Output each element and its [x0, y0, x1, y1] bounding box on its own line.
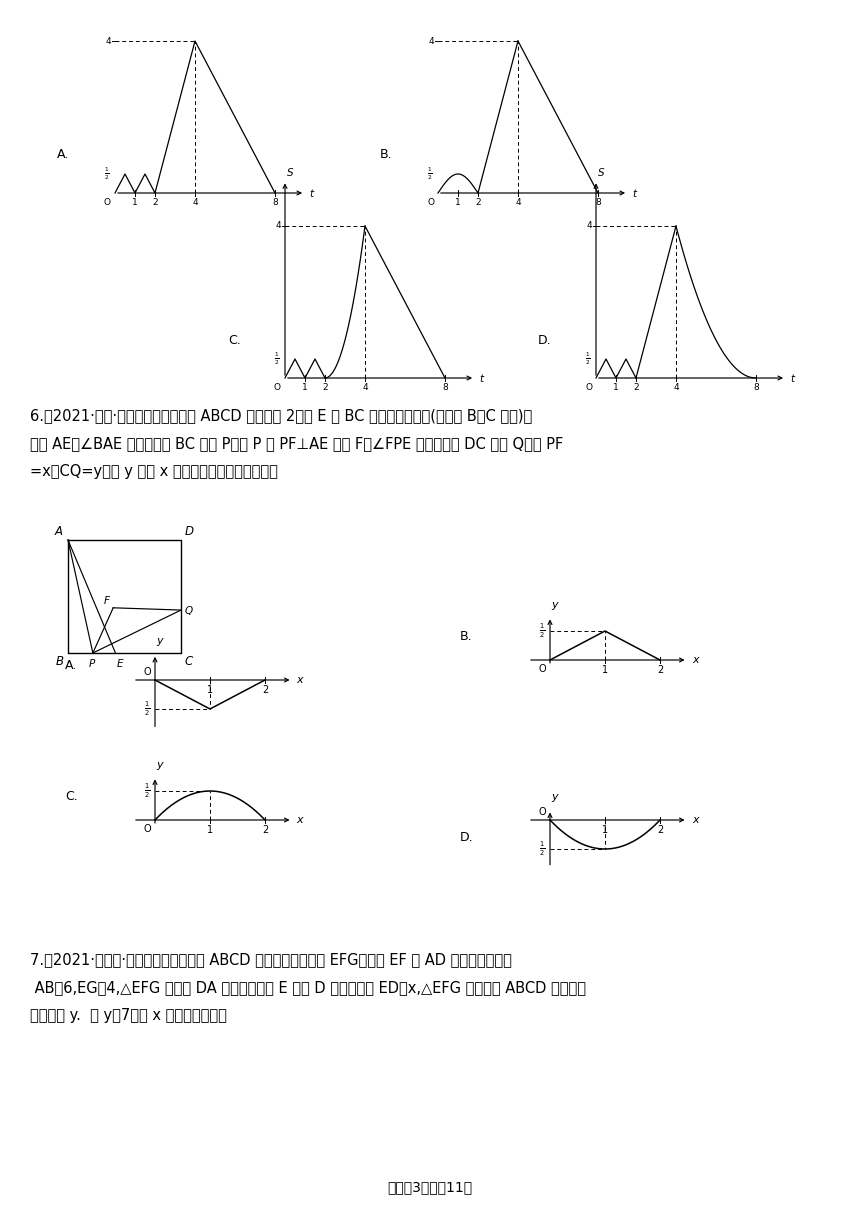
Text: $B$: $B$ — [55, 655, 64, 668]
Text: $P$: $P$ — [88, 657, 96, 669]
Text: $\frac{1}{2}$: $\frac{1}{2}$ — [274, 350, 280, 367]
Text: C.: C. — [228, 333, 241, 347]
Text: $t$: $t$ — [309, 187, 316, 199]
Text: $x$: $x$ — [297, 815, 305, 824]
Text: 2: 2 — [152, 198, 158, 207]
Text: $Q$: $Q$ — [184, 603, 194, 617]
Text: $\frac{1}{2}$: $\frac{1}{2}$ — [144, 700, 150, 719]
Text: O: O — [104, 198, 111, 207]
Text: $y$: $y$ — [156, 636, 165, 648]
Text: 2: 2 — [633, 383, 639, 392]
Text: 的面积为 y.  若 y＝7，则 x 的值为（　　）: 的面积为 y. 若 y＝7，则 x 的值为（ ） — [30, 1008, 227, 1023]
Text: O: O — [427, 198, 434, 207]
Text: $x$: $x$ — [297, 675, 305, 685]
Text: $S$: $S$ — [597, 167, 605, 179]
Text: 1: 1 — [455, 198, 461, 207]
Text: 4: 4 — [673, 383, 679, 392]
Text: $x$: $x$ — [691, 655, 700, 665]
Text: 1: 1 — [132, 198, 138, 207]
Text: 2: 2 — [657, 665, 663, 675]
Text: O: O — [538, 807, 546, 817]
Text: AB＝6,EG＝4,△EFG 沿射线 DA 方向运动（点 E 从点 D 出发），设 ED＝x,△EFG 与正方形 ABCD 重叠部分: AB＝6,EG＝4,△EFG 沿射线 DA 方向运动（点 E 从点 D 出发），… — [30, 980, 586, 995]
Text: $\frac{1}{2}$: $\frac{1}{2}$ — [586, 350, 591, 367]
Text: 1: 1 — [602, 824, 608, 835]
Text: D.: D. — [538, 333, 551, 347]
Text: $A$: $A$ — [54, 525, 64, 537]
Text: 4: 4 — [106, 36, 111, 45]
Text: 4: 4 — [587, 221, 592, 231]
Text: 4: 4 — [515, 198, 521, 207]
Text: 6.（2021·安徽·三模）如图，正方形 ABCD 的边长为 2，点 E 为 BC 边上的任意一点(不与点 B、C 重合)，: 6.（2021·安徽·三模）如图，正方形 ABCD 的边长为 2，点 E 为 B… — [30, 409, 532, 423]
Text: $E$: $E$ — [116, 657, 125, 669]
Text: $y$: $y$ — [551, 793, 560, 804]
Text: $t$: $t$ — [632, 187, 638, 199]
Text: O: O — [144, 824, 151, 834]
Text: 4: 4 — [428, 36, 434, 45]
Text: 4: 4 — [192, 198, 198, 207]
Text: 4: 4 — [362, 383, 368, 392]
Text: $C$: $C$ — [184, 655, 194, 668]
Text: 8: 8 — [595, 198, 601, 207]
Text: $\frac{1}{2}$: $\frac{1}{2}$ — [104, 165, 110, 182]
Text: 4: 4 — [275, 221, 281, 231]
Text: 8: 8 — [753, 383, 759, 392]
Text: O: O — [585, 383, 592, 392]
Text: 2: 2 — [322, 383, 328, 392]
Text: $y$: $y$ — [156, 760, 165, 772]
Text: 8: 8 — [272, 198, 278, 207]
Text: O: O — [538, 664, 546, 674]
Text: B.: B. — [460, 630, 473, 643]
Text: $t$: $t$ — [790, 372, 796, 384]
Text: $t$: $t$ — [479, 372, 485, 384]
Text: O: O — [274, 383, 281, 392]
Text: C.: C. — [65, 790, 77, 804]
Text: 2: 2 — [262, 824, 268, 835]
Text: $\frac{1}{2}$: $\frac{1}{2}$ — [144, 782, 150, 800]
Text: O: O — [144, 668, 151, 677]
Text: D.: D. — [460, 831, 474, 844]
Text: A.: A. — [65, 659, 77, 672]
Text: 连接 AE，∠BAE 的平分线交 BC 于点 P，过 P 作 PF⊥AE 于点 F，∠FPE 的平分线交 DC 于点 Q，设 PF: 连接 AE，∠BAE 的平分线交 BC 于点 P，过 P 作 PF⊥AE 于点 … — [30, 437, 563, 451]
Text: $\frac{1}{2}$: $\frac{1}{2}$ — [538, 840, 545, 858]
Text: B.: B. — [380, 148, 393, 162]
Text: 1: 1 — [207, 685, 213, 696]
Text: $\frac{1}{2}$: $\frac{1}{2}$ — [427, 165, 433, 182]
Text: 2: 2 — [657, 824, 663, 835]
Text: A.: A. — [57, 148, 70, 162]
Text: $F$: $F$ — [103, 593, 111, 606]
Text: 2: 2 — [262, 685, 268, 696]
Text: 1: 1 — [613, 383, 619, 392]
Text: 7.（2021·黑龙江·三模）如图，正方形 ABCD 和等腰直角三角形 EFG，斜边 EF 与 AD 在一条直线上，: 7.（2021·黑龙江·三模）如图，正方形 ABCD 和等腰直角三角形 EFG，… — [30, 952, 512, 967]
Text: 2: 2 — [476, 198, 481, 207]
Text: $S$: $S$ — [286, 167, 294, 179]
Text: $x$: $x$ — [691, 815, 700, 824]
Text: 1: 1 — [207, 824, 213, 835]
Text: 试卷第3页，共11页: 试卷第3页，共11页 — [388, 1180, 472, 1194]
Text: 1: 1 — [602, 665, 608, 675]
Text: $y$: $y$ — [551, 599, 560, 612]
Text: 1: 1 — [302, 383, 308, 392]
Text: =x，CQ=y，则 y 关于 x 的函数图象大致是（　　）: =x，CQ=y，则 y 关于 x 的函数图象大致是（ ） — [30, 465, 278, 479]
Text: 8: 8 — [442, 383, 448, 392]
Text: $\frac{1}{2}$: $\frac{1}{2}$ — [538, 621, 545, 640]
Text: $D$: $D$ — [184, 525, 194, 537]
